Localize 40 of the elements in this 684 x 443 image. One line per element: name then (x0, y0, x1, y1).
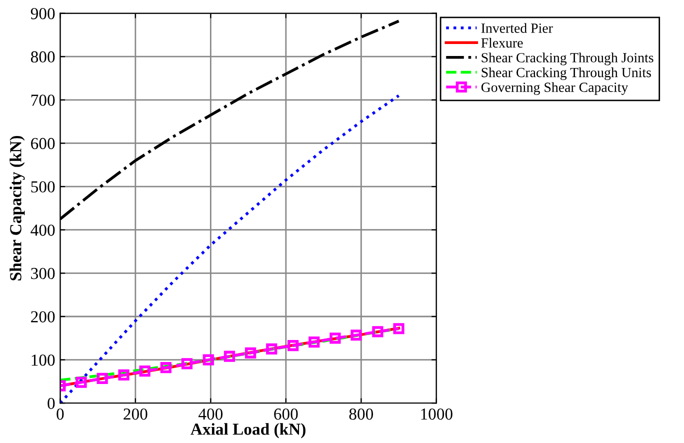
point (330, 332, 341, 344)
legend-label: Flexure (481, 38, 523, 48)
line-series (60, 94, 400, 404)
y-tick-label: 300 (31, 268, 55, 280)
point (118, 369, 130, 381)
x-tick-label: 800 (349, 408, 374, 420)
point (288, 340, 299, 352)
y-tick-label: 100 (32, 354, 55, 366)
x-axis-title: Axial Load (kN) (190, 423, 306, 438)
point (76, 376, 87, 388)
point (244, 347, 256, 358)
legend-label: Shear Cracking Through Joints (482, 52, 654, 66)
y-tick-label: 600 (31, 138, 55, 150)
point (160, 362, 172, 374)
y-tick-label: 800 (30, 51, 55, 63)
y-tick-label: 0 (48, 398, 55, 410)
point (181, 358, 193, 370)
x-tick-label: 0 (56, 408, 64, 420)
y-tick-label: 400 (30, 224, 55, 236)
point (308, 336, 320, 348)
legend-label: Governing Shear Capacity (481, 82, 628, 95)
point (393, 323, 404, 334)
legend-label: Inverted Pier (481, 23, 553, 33)
point (202, 354, 214, 366)
y-tick-label: 200 (31, 311, 55, 322)
y-axis-title: Shear Capacity (kN) (10, 136, 25, 280)
x-tick-label: 200 (124, 408, 148, 420)
point (372, 326, 384, 338)
x-tick-label: 400 (198, 408, 223, 420)
point (350, 330, 362, 341)
legend-label: Shear Cracking Through Units (482, 67, 651, 80)
point (224, 350, 236, 362)
point (266, 343, 278, 355)
y-tick-label: 500 (31, 181, 55, 192)
x-tick-label: 1000 (421, 408, 452, 420)
y-tick-label: 700 (31, 94, 55, 106)
x-tick-label: 600 (274, 408, 298, 420)
y-tick-label: 900 (30, 8, 55, 20)
point (139, 366, 150, 377)
point (96, 372, 108, 384)
